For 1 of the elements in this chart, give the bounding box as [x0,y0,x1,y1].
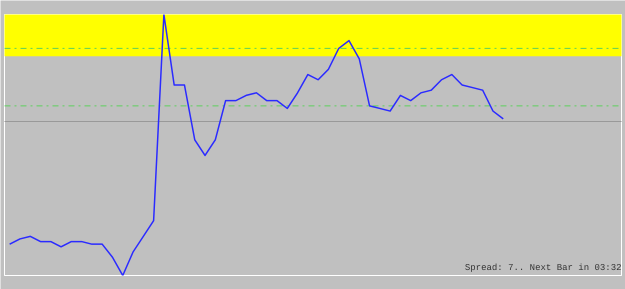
annotation: Spread: 7.. Next Bar in 03:32 [464,262,622,273]
